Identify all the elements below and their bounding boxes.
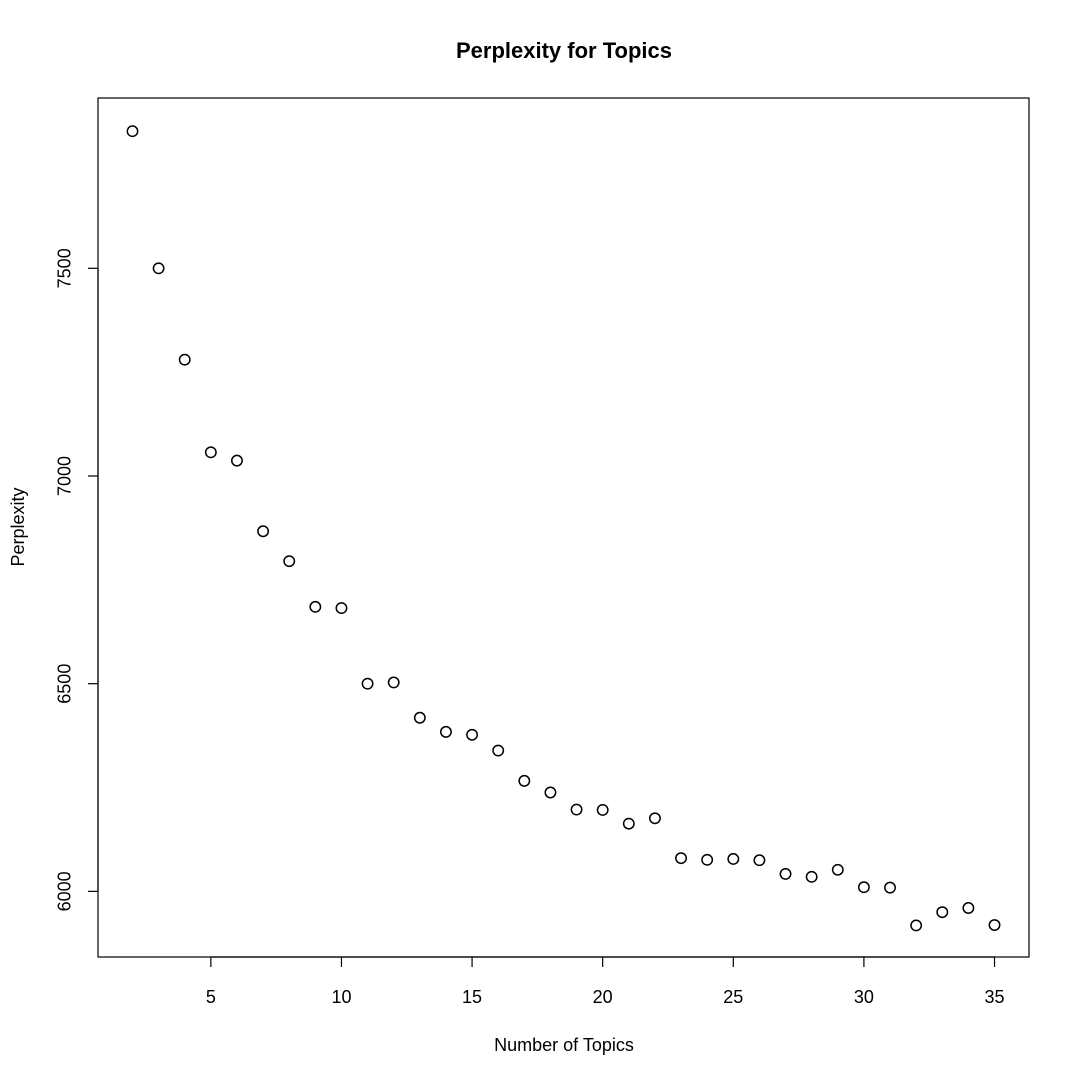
x-tick-label: 25 bbox=[723, 987, 743, 1007]
data-point bbox=[648, 812, 661, 825]
y-tick-label: 6500 bbox=[55, 664, 75, 704]
data-point bbox=[727, 853, 740, 865]
data-point bbox=[126, 125, 139, 138]
data-point bbox=[335, 602, 348, 615]
data-point bbox=[962, 902, 975, 914]
data-point bbox=[675, 852, 688, 865]
data-point bbox=[701, 853, 714, 866]
data-point bbox=[884, 881, 896, 894]
data-point bbox=[857, 881, 870, 894]
data-point bbox=[596, 804, 609, 816]
data-point bbox=[544, 786, 557, 799]
data-point bbox=[753, 854, 766, 867]
data-point bbox=[492, 744, 505, 757]
data-point bbox=[413, 711, 426, 724]
data-point bbox=[936, 906, 949, 919]
data-point bbox=[466, 728, 479, 741]
y-axis-ticks: 6000 6500 7000 7500 bbox=[55, 248, 98, 911]
x-tick-label: 35 bbox=[985, 987, 1005, 1007]
data-point bbox=[779, 867, 792, 880]
data-point bbox=[439, 725, 452, 738]
chart-title: Perplexity for Topics bbox=[456, 38, 672, 63]
data-point bbox=[622, 817, 635, 830]
data-point bbox=[204, 446, 217, 459]
x-tick-label: 20 bbox=[593, 987, 613, 1007]
y-tick-label: 7500 bbox=[55, 248, 75, 288]
data-point bbox=[831, 863, 844, 876]
x-axis-ticks: 5 10 15 20 25 30 35 bbox=[206, 957, 1005, 1007]
data-point bbox=[805, 870, 818, 883]
data-point bbox=[570, 803, 583, 816]
y-tick-label: 6000 bbox=[55, 871, 75, 911]
data-point bbox=[988, 919, 1001, 931]
y-axis-label: Perplexity bbox=[8, 487, 28, 566]
data-points bbox=[126, 125, 1001, 932]
x-tick-label: 30 bbox=[854, 987, 874, 1007]
data-point bbox=[910, 919, 923, 932]
data-point bbox=[231, 454, 243, 467]
x-tick-label: 5 bbox=[206, 987, 216, 1007]
x-tick-label: 15 bbox=[462, 987, 482, 1007]
x-tick-label: 10 bbox=[331, 987, 351, 1007]
data-point bbox=[361, 677, 374, 690]
data-point bbox=[257, 525, 270, 538]
y-tick-label: 7000 bbox=[55, 456, 75, 496]
data-point bbox=[152, 262, 165, 275]
data-point bbox=[283, 555, 296, 568]
plot-frame bbox=[97, 97, 1030, 958]
data-point bbox=[178, 353, 191, 366]
data-point bbox=[518, 774, 531, 787]
x-axis-label: Number of Topics bbox=[494, 1035, 634, 1055]
data-point bbox=[309, 600, 322, 613]
data-point bbox=[387, 676, 400, 689]
